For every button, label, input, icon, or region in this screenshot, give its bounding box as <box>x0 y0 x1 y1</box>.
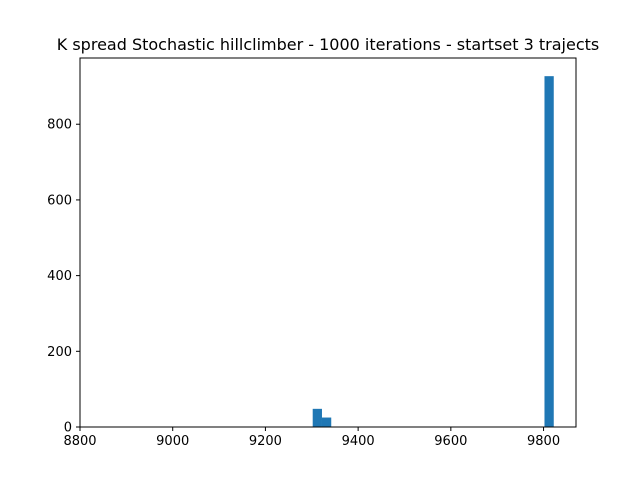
y-tick-label: 400 <box>47 269 72 284</box>
x-tick-label: 9800 <box>527 434 560 449</box>
chart-title: K spread Stochastic hillclimber - 1000 i… <box>57 35 599 54</box>
y-axis-ticks: 0 200 400 600 800 <box>47 118 80 436</box>
histogram-bar <box>312 408 322 427</box>
x-axis-ticks: 8800 9000 9200 9400 9600 9800 <box>63 427 560 449</box>
x-tick-label: 9200 <box>249 434 282 449</box>
x-tick-label: 8800 <box>63 434 96 449</box>
y-tick-label: 600 <box>47 193 72 208</box>
histogram-bar <box>544 76 554 428</box>
y-tick-label: 800 <box>47 118 72 133</box>
histogram-bar <box>321 417 332 427</box>
x-tick-label: 9600 <box>434 434 467 449</box>
y-tick-label: 0 <box>64 421 72 436</box>
x-tick-label: 9400 <box>342 434 375 449</box>
plot-frame <box>79 57 577 428</box>
bars-group <box>312 76 554 428</box>
y-tick-label: 200 <box>47 345 72 360</box>
x-tick-label: 9000 <box>156 434 189 449</box>
